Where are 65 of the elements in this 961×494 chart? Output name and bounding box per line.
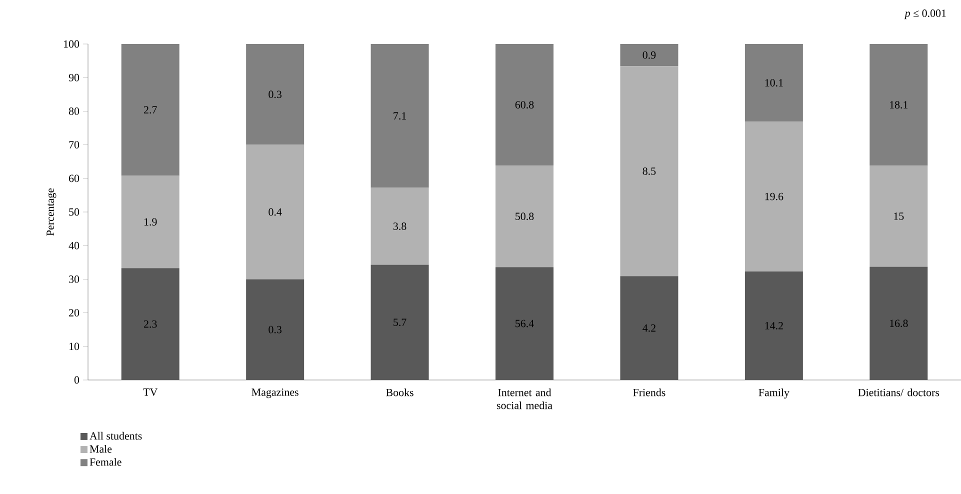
bar bbox=[121, 176, 180, 268]
x-tick-label: Internet and social media bbox=[496, 388, 552, 410]
bar bbox=[246, 144, 304, 280]
x-tick-label: Dietitians/ doctors bbox=[858, 388, 940, 396]
x-tick-label: Friends bbox=[633, 388, 666, 396]
bar bbox=[496, 44, 554, 166]
y-tick-label: 10 bbox=[70, 342, 80, 350]
annotation: 10.1 bbox=[765, 79, 783, 87]
annotation: 2.3 bbox=[144, 320, 157, 328]
annotation: 8.5 bbox=[642, 167, 656, 175]
y-tick-label: 60 bbox=[69, 174, 80, 182]
annotation: 0.3 bbox=[268, 326, 282, 334]
y-axis-title: Percentage bbox=[46, 188, 56, 236]
x-tick-label: Books bbox=[386, 388, 414, 396]
bar bbox=[121, 44, 180, 176]
bar bbox=[370, 188, 429, 265]
bar bbox=[246, 44, 304, 145]
annotation: 2.7 bbox=[144, 106, 157, 114]
y-tick-label: 90 bbox=[68, 74, 80, 82]
annotation: 4.2 bbox=[642, 324, 656, 332]
y-tick-label: 40 bbox=[68, 242, 80, 250]
x-tick-label: TV bbox=[143, 388, 158, 396]
bar bbox=[246, 279, 304, 380]
bar bbox=[870, 44, 928, 166]
bar bbox=[496, 166, 554, 268]
bar bbox=[744, 44, 803, 122]
annotation: 60.8 bbox=[515, 101, 534, 109]
bar bbox=[370, 44, 429, 188]
bar bbox=[496, 267, 554, 380]
bar bbox=[620, 44, 678, 66]
y-tick-label: 100 bbox=[64, 40, 80, 48]
x-tick-label: Family bbox=[758, 388, 790, 398]
legend-label: Male bbox=[90, 445, 112, 453]
y-tick-label: 80 bbox=[68, 108, 80, 115]
y-tick-label: 0 bbox=[74, 376, 80, 384]
legend-label: Female bbox=[90, 458, 122, 466]
y-tick-label: 70 bbox=[69, 141, 80, 148]
annotation: 15 bbox=[894, 212, 904, 220]
bar bbox=[121, 268, 180, 380]
legend-label: All students bbox=[90, 432, 142, 440]
bar bbox=[744, 271, 803, 380]
annotation: 14.2 bbox=[765, 322, 783, 330]
y-tick-label: 20 bbox=[69, 309, 80, 316]
annotation: 19.6 bbox=[765, 192, 784, 200]
y-tick-label: 50 bbox=[69, 208, 80, 216]
annotation: 18.1 bbox=[890, 101, 908, 109]
bar bbox=[620, 66, 678, 276]
bar bbox=[870, 166, 928, 267]
x-tick-label: Magazines bbox=[252, 388, 298, 398]
annotation: 3.8 bbox=[393, 222, 406, 230]
bar bbox=[870, 266, 928, 380]
annotation: 1.9 bbox=[144, 218, 157, 226]
annotation: 5.7 bbox=[394, 318, 406, 326]
annotation: 0.4 bbox=[268, 208, 282, 216]
bar bbox=[370, 264, 429, 380]
annotation: 50.8 bbox=[516, 212, 534, 220]
annotation: 7.1 bbox=[394, 112, 406, 120]
y-tick-label: 30 bbox=[69, 276, 80, 283]
annotation: 0.9 bbox=[642, 51, 656, 59]
text: p ≤ 0.001 bbox=[904, 10, 946, 20]
annotation: 56.4 bbox=[516, 320, 534, 328]
bar bbox=[744, 122, 803, 272]
annotation: 0.3 bbox=[268, 90, 282, 98]
annotation: 16.8 bbox=[890, 320, 908, 328]
bar bbox=[620, 276, 678, 380]
